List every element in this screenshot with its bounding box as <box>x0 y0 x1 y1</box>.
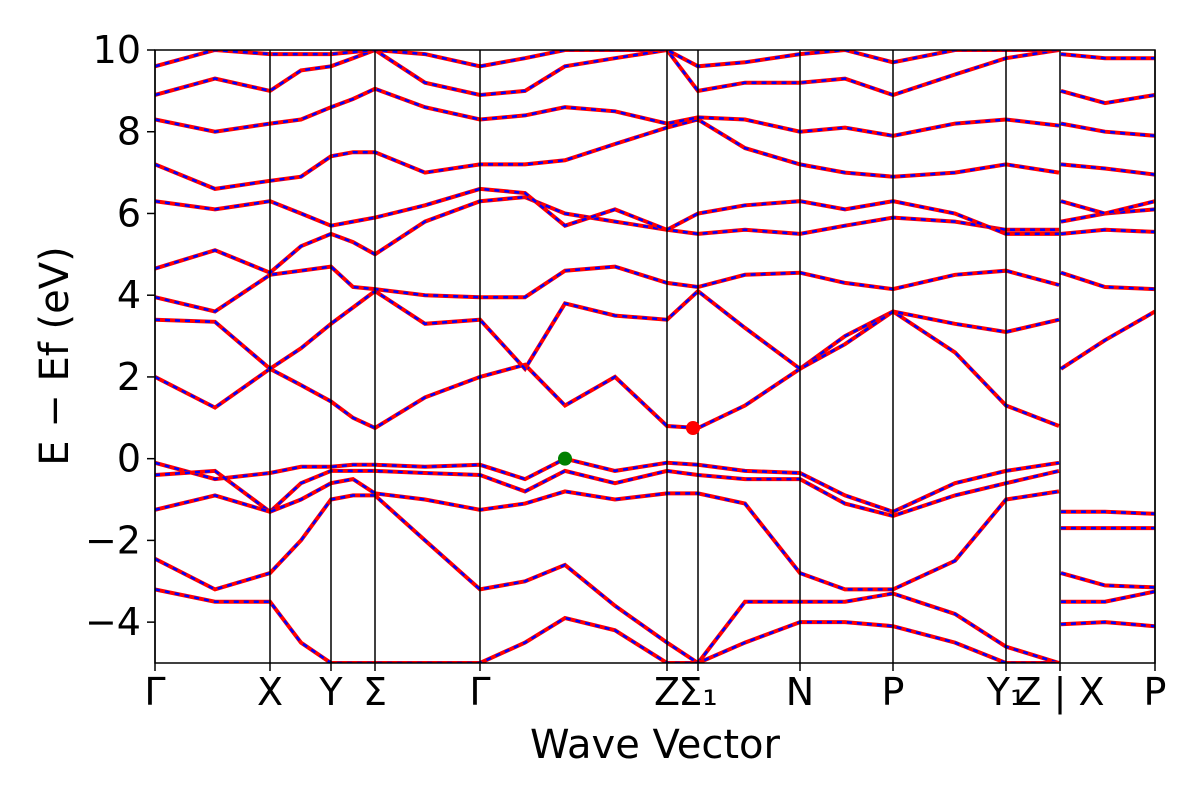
x-tick-label: Z <box>654 670 680 714</box>
y-tick-label: 2 <box>117 355 141 399</box>
x-tick-label: X <box>257 670 283 714</box>
band-overlay <box>155 477 1155 591</box>
band-overlay <box>155 494 1155 663</box>
x-tick-label: N <box>786 670 814 714</box>
band <box>155 86 1155 138</box>
band <box>155 117 1155 191</box>
band-edge-marker <box>558 451 572 466</box>
x-tick-label: Y <box>318 670 343 714</box>
y-tick-label: 10 <box>93 28 141 72</box>
plot-frame <box>154 49 1156 664</box>
y-tick-label: 8 <box>117 110 141 154</box>
band-overlay <box>155 187 1155 236</box>
band-overlay <box>155 50 1155 68</box>
band-overlay <box>155 118 1155 191</box>
x-tick-label: P <box>882 670 905 714</box>
y-tick-label: 0 <box>117 437 141 481</box>
x-tick-label: Γ <box>469 670 490 714</box>
band <box>155 186 1155 236</box>
band <box>155 493 1155 663</box>
band-overlay <box>155 271 1155 371</box>
bands <box>155 50 1155 663</box>
x-tick-label: Γ <box>144 670 165 714</box>
band-overlay <box>155 50 1155 105</box>
x-tick-label: P <box>1144 670 1167 714</box>
band <box>155 309 1155 431</box>
x-axis-label: Wave Vector <box>530 722 781 768</box>
band-overlay <box>155 469 1155 530</box>
band-overlay <box>155 228 1155 313</box>
band-overlay <box>155 87 1155 138</box>
y-tick-label: −2 <box>85 518 141 562</box>
x-tick-label: Σ <box>363 670 387 714</box>
band <box>155 270 1155 373</box>
band <box>155 587 1155 663</box>
y-tick-label: −4 <box>85 600 141 644</box>
band-overlay <box>155 588 1155 663</box>
band-edge-marker <box>686 421 700 436</box>
x-tick-label: Σ₁ <box>678 670 717 714</box>
y-axis-label: E − Ef (eV) <box>32 246 78 465</box>
y-tick-label: 4 <box>117 273 141 317</box>
band-overlay <box>155 457 1155 516</box>
x-tick-label: Z | X <box>1015 670 1104 715</box>
y-tick-label: 6 <box>117 191 141 235</box>
x-tick-label: Y₁ <box>986 670 1025 714</box>
band-overlay <box>155 310 1155 430</box>
